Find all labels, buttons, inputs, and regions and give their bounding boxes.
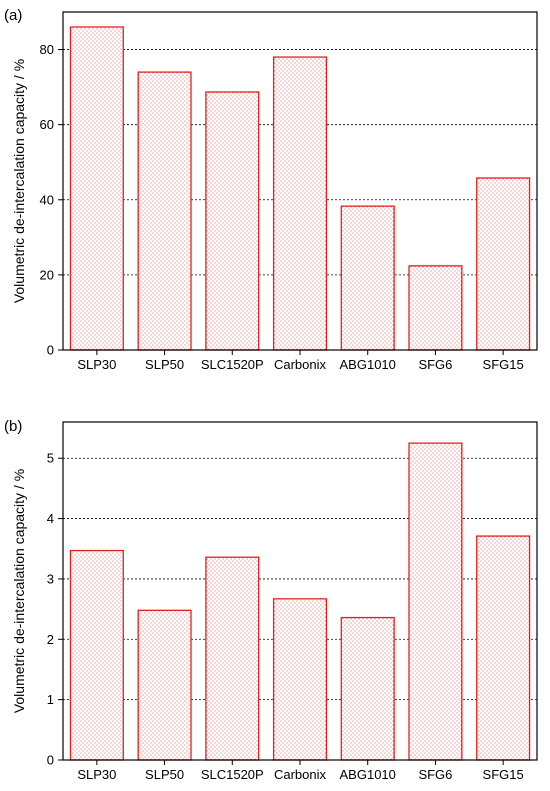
panel-b-category-label: SLP30 — [77, 767, 116, 782]
panel-b-y-tick-label: 2 — [47, 632, 54, 647]
panel-a-y-axis-label: Volumetric de-intercalation capacity / % — [11, 59, 27, 303]
panel-a-bar-sfg6 — [408, 265, 463, 351]
panel-a-bar-abg1010 — [340, 205, 395, 351]
panel-b-category-label: SFG6 — [418, 767, 452, 782]
panel-b-bar-carbonix — [272, 598, 328, 761]
panel-a-y-tick-label: 20 — [40, 267, 54, 282]
panel-a-y-tick-label: 80 — [40, 42, 54, 57]
panel-b-bar-abg1010 — [340, 616, 395, 761]
panel-b-category-label: Carbonix — [274, 767, 327, 782]
panel-a-bar-sfg15 — [476, 177, 531, 351]
panel-b-bar-sfg15 — [476, 535, 531, 761]
panel-b-label: (b) — [4, 418, 22, 435]
panel-b-bar-slc1520p — [205, 556, 260, 761]
panel-b-category-label: SLP50 — [145, 767, 184, 782]
panel-b-y-axis-label: Volumetric de-intercalation capacity / % — [11, 469, 27, 713]
panel-a-category-label: SLC1520P — [201, 357, 264, 372]
panel-a-y-tick-label: 40 — [40, 192, 54, 207]
panel-a-category-label: SLP50 — [145, 357, 184, 372]
panel-a-category-label: Carbonix — [274, 357, 327, 372]
panel-a-bar-slc1520p — [205, 91, 260, 351]
panel-a-y-tick-label: 60 — [40, 117, 54, 132]
panel-b-bar-slp50 — [137, 609, 192, 761]
panel-a-category-label: SFG15 — [483, 357, 524, 372]
panel-a-bar-slp30 — [69, 26, 124, 351]
panel-a-y-tick-label: 0 — [47, 343, 54, 358]
panel-a-bar-slp50 — [137, 71, 192, 351]
panel-b-category-label: SLC1520P — [201, 767, 264, 782]
panel-b-bar-slp30 — [69, 549, 124, 761]
panel-a-category-label: SLP30 — [77, 357, 116, 372]
panel-b-category-label: ABG1010 — [340, 767, 396, 782]
panel-a-bar-carbonix — [272, 56, 328, 351]
panel-b-y-tick-label: 3 — [47, 571, 54, 586]
panel-b-y-tick-label: 4 — [47, 511, 54, 526]
panel-a-category-label: SFG6 — [418, 357, 452, 372]
panel-b-y-tick-label: 5 — [47, 451, 54, 466]
panel-a-category-label: ABG1010 — [340, 357, 396, 372]
panel-a-label: (a) — [4, 7, 22, 24]
panel-b-y-tick-label: 1 — [47, 692, 54, 707]
panel-b-bar-sfg6 — [408, 442, 463, 761]
panel-b-category-label: SFG15 — [483, 767, 524, 782]
panel-b-y-tick-label: 0 — [47, 753, 54, 768]
